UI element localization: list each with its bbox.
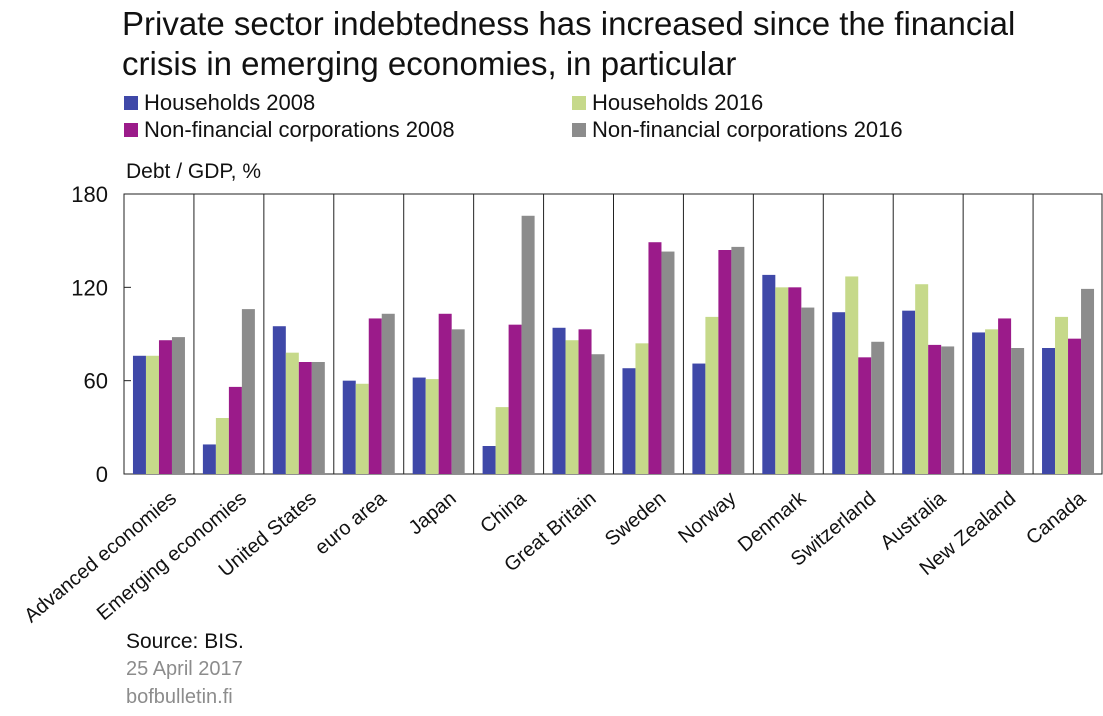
bar [845,276,859,474]
legend-label-nfc-2008: Non-financial corporations 2008 [144,117,455,142]
bar [158,340,172,474]
y-tick-label: 0 [96,462,108,487]
bar [801,307,815,474]
bar [342,380,356,474]
legend-label-households-2008: Households 2008 [144,90,316,115]
bar [482,446,496,474]
bar [145,355,159,474]
legend-label-households-2016: Households 2016 [592,90,764,115]
publication-date: 25 April 2017 [126,658,243,680]
bar [871,341,885,474]
legend-swatch-nfc-2008 [124,123,138,137]
x-category-label: Japan [405,487,461,539]
bar [775,287,789,474]
bar [1068,338,1082,474]
bar [552,327,566,474]
bar [985,329,999,474]
bar [788,287,802,474]
x-category-label: euro area [311,487,391,559]
bar [578,329,592,474]
bar [521,215,535,474]
bar [635,343,649,474]
x-category-label: Sweden [601,487,671,550]
bar [508,324,522,474]
bar [915,284,929,474]
legend-item-households-2016: Households 2016 [572,90,992,116]
bar [451,329,465,474]
bar [622,368,636,474]
legend-swatch-households-2016 [572,96,586,110]
bar [171,337,185,474]
bar [425,379,439,474]
bar [731,246,745,474]
bar [215,418,229,474]
site-name: bofbulletin.fi [126,686,233,708]
y-tick-label: 120 [71,275,108,300]
bar [718,250,732,474]
bar [132,355,146,474]
bar [412,377,426,474]
bar [355,383,369,474]
chart-title: Private sector indebtedness has increase… [122,5,1016,82]
bar [705,316,719,474]
y-tick-label: 60 [84,369,108,394]
bar [272,326,286,474]
bar [858,357,872,474]
bar [591,354,605,474]
x-category-label: Canada [1022,487,1090,549]
x-category-label: China [476,487,531,538]
bar [381,313,395,474]
legend: Households 2008 Households 2016 Non-fina… [124,90,1024,143]
y-axis-unit-label: Debt / GDP, % [126,160,262,183]
legend-swatch-households-2008 [124,96,138,110]
bar [202,444,216,474]
legend-swatch-nfc-2016 [572,123,586,137]
bar [1042,348,1056,474]
bar [661,251,675,474]
y-tick-label: 180 [71,182,108,207]
legend-item-households-2008: Households 2008 [124,90,572,116]
bar [285,352,299,474]
bar [368,318,382,474]
bar [1055,316,1069,474]
bar [998,318,1012,474]
bar [928,344,942,474]
bar [311,362,325,474]
legend-item-nfc-2008: Non-financial corporations 2008 [124,117,572,143]
source-note: Source: BIS. [126,630,244,653]
bar [692,363,706,474]
x-category-label: Norway [674,487,740,547]
bar [832,312,846,474]
plot-frame [123,193,1103,475]
bar [495,407,509,474]
bar [972,332,986,474]
legend-item-nfc-2016: Non-financial corporations 2016 [572,117,992,143]
bar [565,340,579,474]
bar [1011,348,1025,474]
bar [438,313,452,474]
bar [228,386,242,474]
bar [902,310,916,474]
legend-label-nfc-2016: Non-financial corporations 2016 [592,117,903,142]
bar [1081,288,1095,474]
bar [762,274,776,474]
bar [648,242,662,474]
bar [298,362,312,474]
bar [241,309,255,474]
bar [941,346,955,474]
